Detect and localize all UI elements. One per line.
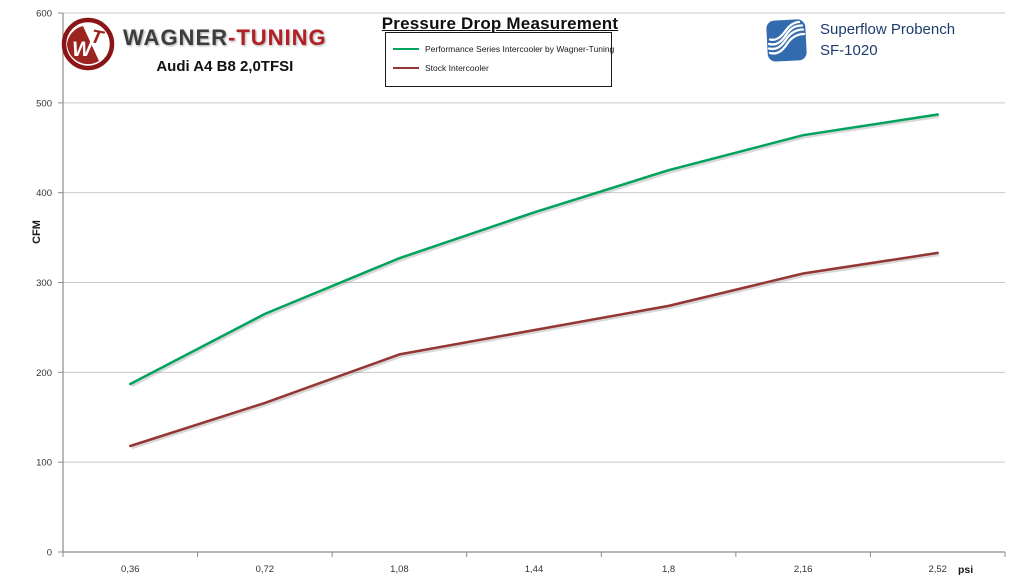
bench-line2: SF-1020	[820, 42, 878, 59]
axis-title-cfm: CFM	[31, 220, 43, 244]
y-tick-label-500: 500	[36, 98, 52, 109]
y-tick-label-300: 300	[36, 278, 52, 289]
wagner-tuning-logo-icon: W T	[61, 17, 115, 71]
legend-swatch-1	[393, 67, 419, 70]
y-tick-label-600: 600	[36, 9, 52, 20]
x-tick-label-6: 2,52	[928, 564, 947, 575]
bench-line1: Superflow Probench	[820, 21, 956, 38]
brand-name: WAGNER-TUNING	[123, 25, 327, 51]
chart-legend: Performance Series Intercooler by Wagner…	[385, 32, 615, 87]
x-tick-label-5: 2,16	[794, 564, 813, 575]
x-tick-label-4: 1,8	[662, 564, 675, 575]
brand-name-primary: WAGNER	[123, 25, 228, 50]
series-shadow-0	[131, 115, 940, 388]
series-line-0	[129, 113, 939, 386]
y-tick-label-200: 200	[36, 368, 52, 379]
legend-label-0: Performance Series Intercooler by Wagner…	[425, 43, 615, 54]
chart-title: Pressure Drop Measurement	[381, 14, 619, 33]
x-tick-label-3: 1,44	[525, 564, 544, 575]
brand-subtitle: Audi A4 B8 2,0TFSI	[156, 58, 294, 75]
superflow-bench-block: Superflow Probench SF-1020	[763, 17, 955, 64]
y-tick-label-0: 0	[47, 548, 52, 559]
series-line-1	[129, 251, 939, 448]
bench-text: Superflow Probench SF-1020	[820, 19, 955, 61]
legend-label-1: Stock Intercooler	[425, 63, 489, 74]
y-tick-label-100: 100	[36, 458, 52, 469]
y-tick-label-400: 400	[36, 188, 52, 199]
series-shadow-1	[131, 253, 940, 450]
legend-item-1: Stock Intercooler	[393, 63, 611, 73]
superflow-logo-icon	[766, 19, 807, 62]
legend-item-0: Performance Series Intercooler by Wagner…	[393, 43, 615, 54]
brand-name-secondary: -TUNING	[228, 25, 327, 50]
wagner-brand-block: W T WAGNER-TUNING Audi A4 B8 2,0TFSI	[60, 15, 327, 75]
svg-text:W: W	[72, 38, 94, 61]
axis-title-psi: psi	[958, 564, 973, 576]
x-tick-label-0: 0,36	[121, 564, 140, 575]
legend-swatch-0	[393, 47, 419, 50]
x-tick-label-1: 0,72	[256, 564, 275, 575]
x-tick-label-2: 1,08	[390, 564, 409, 575]
